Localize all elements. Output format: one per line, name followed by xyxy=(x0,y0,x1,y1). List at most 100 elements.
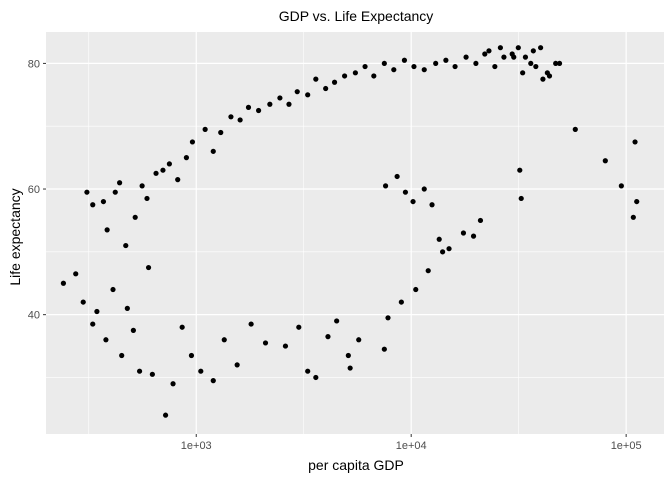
data-point xyxy=(234,362,240,368)
data-point xyxy=(90,202,96,208)
data-point xyxy=(277,95,283,101)
data-point xyxy=(136,368,143,374)
data-point xyxy=(210,148,216,154)
data-point xyxy=(170,381,176,387)
y-axis-ticks: 40 60 80 xyxy=(28,58,46,322)
data-point xyxy=(331,79,338,85)
data-point xyxy=(385,315,391,321)
data-point xyxy=(110,286,116,293)
data-point xyxy=(520,70,526,76)
data-point xyxy=(460,230,467,236)
data-point xyxy=(486,48,492,54)
data-point xyxy=(452,63,458,70)
x-tick-label: 1e+04 xyxy=(396,440,427,452)
data-point xyxy=(463,54,469,60)
chart-title: GDP vs. Life Expectancy xyxy=(279,8,434,24)
data-point xyxy=(352,70,358,76)
data-point xyxy=(433,60,439,67)
data-point xyxy=(221,337,227,343)
data-point xyxy=(342,73,348,79)
data-point xyxy=(632,139,638,145)
data-point xyxy=(381,346,387,352)
data-point xyxy=(518,195,524,202)
data-point xyxy=(80,299,86,305)
data-point xyxy=(429,202,435,208)
data-point xyxy=(103,337,109,343)
y-tick-label: 40 xyxy=(28,310,40,322)
data-point xyxy=(124,305,130,311)
data-point xyxy=(540,76,546,82)
data-point xyxy=(139,183,145,189)
data-point xyxy=(160,167,166,173)
data-point xyxy=(411,63,417,70)
data-point xyxy=(501,54,507,60)
data-point xyxy=(517,167,523,173)
data-point xyxy=(538,45,544,51)
data-point xyxy=(413,286,419,293)
data-point xyxy=(73,271,79,277)
data-point xyxy=(522,54,529,60)
data-point xyxy=(198,368,204,374)
data-point xyxy=(630,214,636,220)
y-tick-label: 60 xyxy=(28,184,40,196)
data-point xyxy=(515,45,521,51)
data-point xyxy=(497,45,503,51)
data-point xyxy=(492,63,498,70)
data-point xyxy=(546,73,553,79)
data-point xyxy=(325,334,331,340)
data-point xyxy=(175,177,181,183)
data-point xyxy=(530,48,536,54)
data-point xyxy=(382,183,389,189)
data-point xyxy=(296,324,302,330)
data-point xyxy=(347,365,353,371)
data-point xyxy=(443,57,449,63)
data-point xyxy=(394,173,400,180)
data-point xyxy=(123,242,129,249)
data-point xyxy=(119,352,125,359)
data-point xyxy=(179,324,185,330)
data-point xyxy=(511,54,517,60)
data-point xyxy=(153,170,159,176)
data-point xyxy=(218,129,224,136)
data-point xyxy=(323,85,329,92)
data-point xyxy=(398,299,404,305)
data-point xyxy=(267,101,273,107)
data-point xyxy=(421,186,427,192)
data-point xyxy=(202,126,208,132)
data-point xyxy=(248,321,254,327)
data-point xyxy=(210,378,216,384)
data-point xyxy=(356,337,362,343)
data-point xyxy=(381,60,387,67)
data-point xyxy=(402,189,409,195)
data-point xyxy=(553,60,559,67)
data-point xyxy=(183,155,190,161)
data-point xyxy=(245,104,252,110)
data-point xyxy=(391,67,397,73)
data-point xyxy=(362,63,368,70)
data-point xyxy=(440,249,446,255)
data-point xyxy=(104,227,110,233)
data-point xyxy=(132,214,138,220)
data-point xyxy=(425,268,431,274)
data-point xyxy=(294,89,300,95)
y-tick-label: 80 xyxy=(28,58,40,70)
data-point xyxy=(482,51,488,57)
data-point xyxy=(473,60,479,67)
data-point xyxy=(90,321,96,327)
data-point xyxy=(117,180,123,186)
data-point xyxy=(94,308,100,315)
data-point xyxy=(228,114,234,120)
x-tick-label: 1e+05 xyxy=(611,440,642,452)
data-point xyxy=(410,198,416,205)
data-point xyxy=(602,158,608,164)
y-axis-title: Life expectancy xyxy=(7,188,23,285)
data-point xyxy=(60,280,67,286)
data-point xyxy=(162,412,169,418)
x-tick-label: 1e+03 xyxy=(181,440,212,452)
data-point xyxy=(130,327,136,333)
data-point xyxy=(572,126,578,132)
data-point xyxy=(149,371,155,377)
data-point xyxy=(313,374,319,381)
data-point xyxy=(313,76,319,82)
